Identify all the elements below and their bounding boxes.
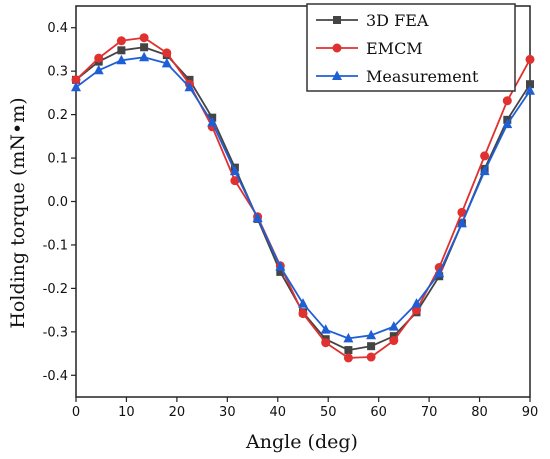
x-axis-title: Angle (deg) xyxy=(245,431,358,453)
data-point xyxy=(71,81,81,92)
y-tick-label: 0.4 xyxy=(47,21,68,36)
data-point xyxy=(388,321,399,331)
series-measurement xyxy=(71,51,535,343)
y-tick-label: -0.3 xyxy=(43,325,68,340)
legend: 3D FEA EMCM Measurement xyxy=(306,3,516,92)
x-tick-label: 50 xyxy=(320,405,337,420)
data-point xyxy=(367,342,376,351)
x-tick-label: 40 xyxy=(270,405,287,420)
x-tick-label: 80 xyxy=(471,405,488,420)
data-point xyxy=(117,46,126,55)
data-point xyxy=(229,165,240,176)
y-tick-label: 0.0 xyxy=(47,195,68,210)
data-point xyxy=(276,267,285,276)
data-point xyxy=(116,54,127,65)
data-point xyxy=(207,116,218,127)
legend-marker xyxy=(332,43,342,53)
axes: 0 10 20 30 40 50 60 70 80 90 -0.4 -0.3 -0.2 -0.1 0.0 0.… xyxy=(43,5,539,420)
legend-item-measurement: Measurement xyxy=(316,67,479,86)
data-point xyxy=(412,305,421,315)
series-line xyxy=(75,56,531,340)
x-tick-label: 10 xyxy=(118,405,135,420)
data-point xyxy=(456,217,467,228)
data-point xyxy=(298,309,308,319)
data-point xyxy=(139,33,149,43)
x-tick-label: 20 xyxy=(169,405,186,420)
data-point xyxy=(184,81,195,92)
data-point xyxy=(479,165,490,176)
y-tick-label: -0.4 xyxy=(43,369,68,384)
y-axis-title: Holding torque (mN•m) xyxy=(7,97,29,328)
data-point xyxy=(502,96,512,106)
x-tick-label: 0 xyxy=(72,405,80,420)
data-point xyxy=(162,48,172,58)
data-point xyxy=(344,346,353,355)
data-point xyxy=(94,53,104,63)
data-point xyxy=(343,353,353,363)
data-point xyxy=(71,75,81,85)
data-point xyxy=(366,329,377,340)
data-point xyxy=(252,212,263,223)
data-point xyxy=(93,64,104,75)
data-point xyxy=(525,85,535,95)
data-point xyxy=(230,176,240,186)
data-point xyxy=(457,207,467,217)
x-tick-label: 90 xyxy=(522,405,539,420)
y-tick-label: -0.1 xyxy=(43,238,68,253)
legend-item-3d-fea: 3D FEA xyxy=(316,11,429,30)
data-point xyxy=(526,80,534,89)
data-point xyxy=(321,338,331,348)
data-point xyxy=(434,267,445,278)
data-point xyxy=(140,43,149,52)
data-point xyxy=(275,261,286,271)
series-area xyxy=(71,33,535,363)
data-point xyxy=(502,118,513,129)
legend-marker xyxy=(332,70,342,80)
data-point xyxy=(298,298,308,308)
x-tick-label: 30 xyxy=(219,405,236,420)
data-point xyxy=(525,54,535,64)
legend-label: Measurement xyxy=(366,67,479,86)
y-tick-label: 0.2 xyxy=(47,108,68,123)
data-point xyxy=(366,352,376,362)
data-point xyxy=(320,324,331,334)
x-tick-label: 70 xyxy=(421,405,438,420)
data-point xyxy=(411,298,422,308)
data-point xyxy=(389,336,399,346)
legend-item-emcm: EMCM xyxy=(316,39,423,58)
y-tick-label: 0.3 xyxy=(47,65,68,80)
x-tick-label: 60 xyxy=(370,405,387,420)
data-point xyxy=(480,151,490,161)
y-tick-label: 0.1 xyxy=(47,152,68,167)
legend-label: EMCM xyxy=(366,39,423,58)
legend-label: 3D FEA xyxy=(366,11,429,30)
legend-marker xyxy=(333,16,341,24)
data-point xyxy=(161,57,172,68)
data-point xyxy=(139,51,150,62)
data-point xyxy=(116,36,126,46)
y-tick-label: -0.2 xyxy=(43,282,68,297)
data-point xyxy=(343,332,354,343)
